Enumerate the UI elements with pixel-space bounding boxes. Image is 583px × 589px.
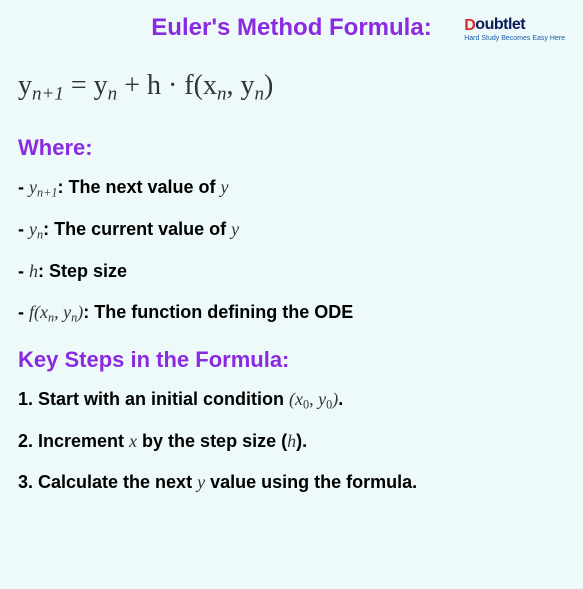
where-term: f(xn, yn) bbox=[29, 302, 83, 322]
steps-section: Key Steps in the Formula: 1. Start with … bbox=[18, 347, 565, 494]
where-term: yn+1 bbox=[29, 177, 58, 197]
where-term: yn bbox=[29, 219, 43, 239]
where-trail: y bbox=[221, 177, 229, 197]
step-math: h bbox=[287, 431, 296, 451]
step-item: 1. Start with an initial condition (x0, … bbox=[18, 387, 565, 413]
step-math: (x0, y0) bbox=[289, 389, 338, 409]
page-title: Euler's Method Formula: bbox=[151, 14, 431, 42]
steps-heading: Key Steps in the Formula: bbox=[18, 347, 565, 373]
where-item: - h: Step size bbox=[18, 259, 565, 283]
brand-logo-rest: oubtlet bbox=[475, 16, 525, 33]
where-term: h bbox=[29, 261, 38, 281]
step-item: 3. Calculate the next y value using the … bbox=[18, 470, 565, 494]
where-desc: : The current value of bbox=[43, 219, 231, 239]
step-var: x bbox=[129, 431, 137, 451]
step-num: 1. bbox=[18, 389, 33, 409]
step-mid: by the step size ( bbox=[137, 431, 287, 451]
step-mid: value using the formula. bbox=[205, 472, 417, 492]
step-num: 3. bbox=[18, 472, 33, 492]
where-section: Where: - yn+1: The next value of y - yn:… bbox=[18, 135, 565, 325]
where-item: - yn: The current value of y bbox=[18, 217, 565, 243]
brand-logo-text: Doubtlet bbox=[464, 16, 565, 34]
where-desc: : Step size bbox=[38, 261, 127, 281]
where-desc: : The next value of bbox=[58, 177, 221, 197]
step-var: y bbox=[197, 472, 205, 492]
where-desc: : The function defining the ODE bbox=[83, 302, 353, 322]
step-num: 2. bbox=[18, 431, 33, 451]
where-item: - f(xn, yn): The function defining the O… bbox=[18, 300, 565, 326]
step-pre: Calculate the next bbox=[33, 472, 197, 492]
where-trail: y bbox=[231, 219, 239, 239]
steps-list: 1. Start with an initial condition (x0, … bbox=[18, 387, 565, 494]
title-row: Euler's Method Formula: Doubtlet Hard St… bbox=[18, 14, 565, 42]
step-pre: Increment bbox=[33, 431, 129, 451]
step-post: . bbox=[338, 389, 343, 409]
brand-logo-accent: D bbox=[464, 17, 475, 35]
step-post: ). bbox=[296, 431, 307, 451]
main-formula: yn+1 = yn + h · f(xn, yn) bbox=[18, 70, 565, 105]
brand-logo: Doubtlet Hard Study Becomes Easy Here bbox=[464, 16, 565, 42]
where-heading: Where: bbox=[18, 135, 565, 161]
where-list: - yn+1: The next value of y - yn: The cu… bbox=[18, 175, 565, 325]
step-pre: Start with an initial condition bbox=[33, 389, 289, 409]
where-item: - yn+1: The next value of y bbox=[18, 175, 565, 201]
brand-tagline: Hard Study Becomes Easy Here bbox=[464, 35, 565, 42]
step-item: 2. Increment x by the step size (h). bbox=[18, 429, 565, 453]
